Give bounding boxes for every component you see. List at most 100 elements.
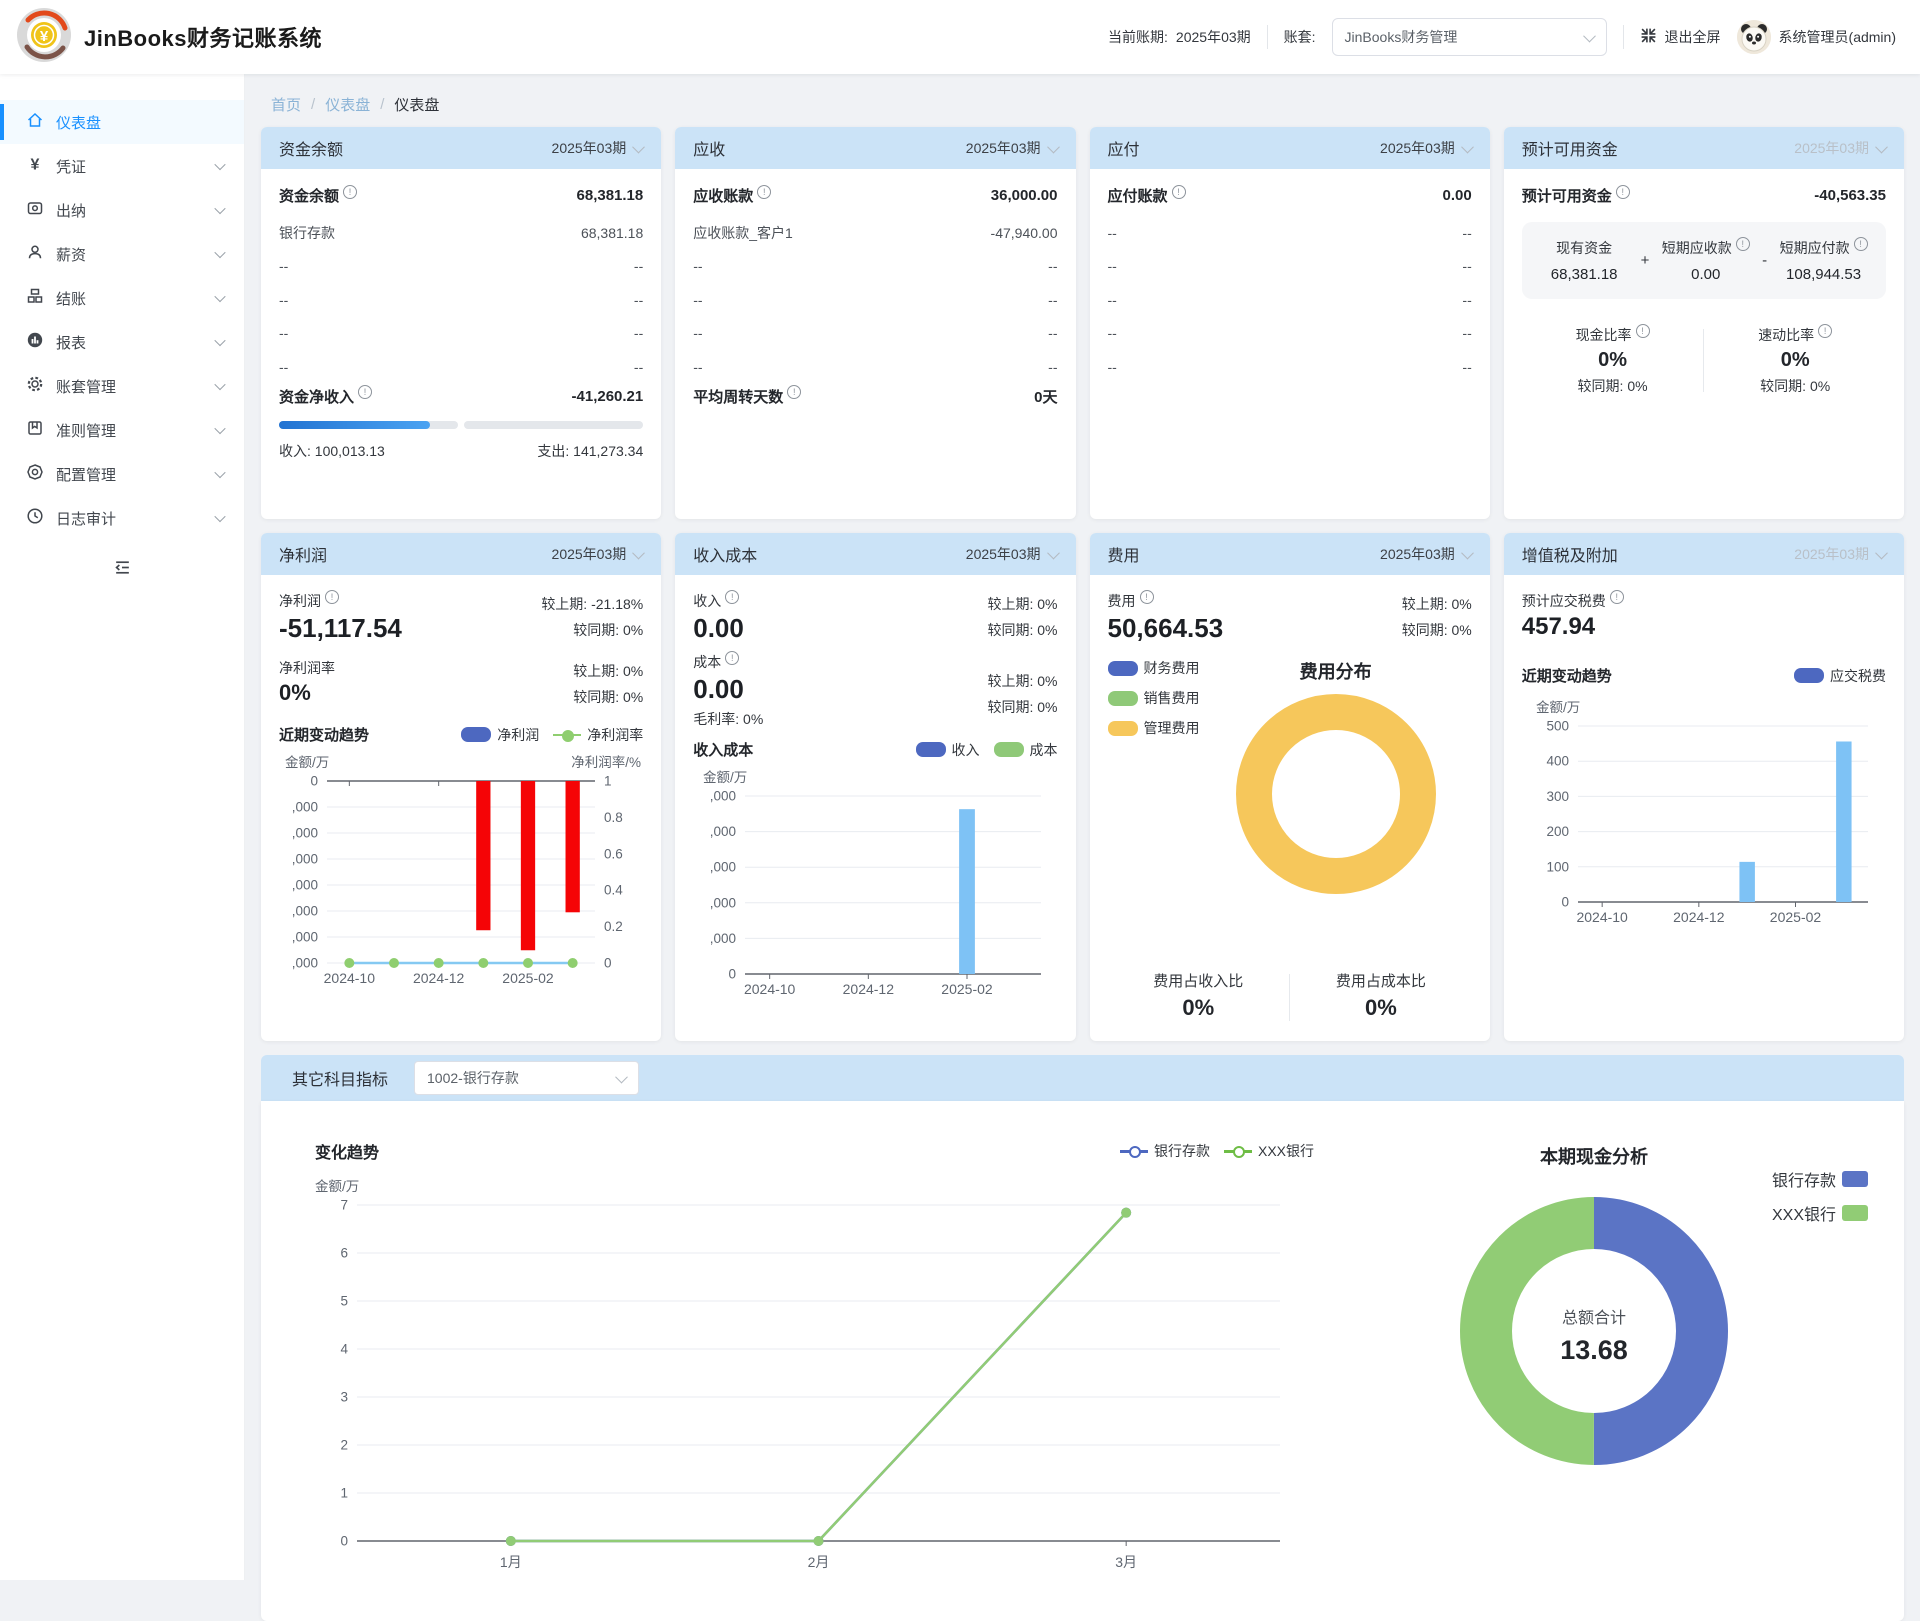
row-label: -- (279, 358, 289, 375)
row-label: -- (1107, 291, 1117, 308)
svg-text:5: 5 (340, 1294, 348, 1309)
legend-bank-deposit[interactable]: 银行存款 (1119, 1141, 1210, 1161)
svg-text:1月: 1月 (500, 1554, 522, 1570)
expense-cost-ratio: 费用占成本比 0% (1290, 970, 1472, 1025)
ratio-label: 现金比率 (1575, 327, 1632, 343)
svg-text:7: 7 (340, 1198, 348, 1213)
sidebar-item-account-set[interactable]: 账套管理 (0, 364, 244, 408)
legend-swatch (1794, 668, 1824, 683)
period-selector[interactable]: 2025年03期 (1794, 544, 1888, 564)
exit-fullscreen-button[interactable]: 退出全屏 (1640, 27, 1721, 47)
legend-swatch (1107, 720, 1138, 736)
breadcrumb-dashboard[interactable]: 仪表盘 (325, 97, 371, 114)
svg-text:,000: ,000 (292, 878, 318, 893)
account-set-value: JinBooks财务管理 (1344, 29, 1458, 45)
info-icon[interactable]: ! (1818, 324, 1833, 338)
svg-text:2024-12: 2024-12 (1673, 909, 1725, 925)
period-selector[interactable]: 2025年03期 (1380, 544, 1474, 564)
legend-label: 收入 (951, 741, 980, 758)
info-icon[interactable]: ! (787, 385, 802, 399)
legend-label: XXX银行 (1257, 1143, 1314, 1159)
period-selector[interactable]: 2025年03期 (966, 138, 1060, 158)
info-icon[interactable]: ! (1609, 590, 1624, 604)
legend-label: 应交税费 (1830, 667, 1886, 684)
collapse-sidebar-icon[interactable] (113, 558, 132, 582)
chevron-down-icon (1046, 546, 1060, 559)
info-icon[interactable]: ! (325, 590, 339, 604)
legend-xxx-bank[interactable]: XXX银行 (1223, 1141, 1314, 1161)
metric-label: 平均周转天数 (693, 388, 784, 406)
income-cost-card: 收入成本 2025年03期 收入! 0.00 较上期: 0% 较同期: 0% (675, 533, 1076, 1041)
svg-text:200: 200 (1546, 824, 1569, 839)
metric-label: 应收账款 (693, 188, 754, 205)
legend-net-profit-rate[interactable]: 净利润率 (553, 725, 643, 745)
info-icon[interactable]: ! (725, 651, 740, 665)
legend-sales-expense[interactable]: 销售费用 (1107, 688, 1200, 708)
legend-admin-expense[interactable]: 管理费用 (1107, 718, 1200, 738)
row-label: -- (693, 325, 703, 342)
svg-text:2025-02: 2025-02 (1770, 909, 1822, 925)
period-selector[interactable]: 2025年03期 (966, 544, 1060, 564)
donut-title: 费用分布 (1299, 662, 1372, 682)
legend-swatch (915, 742, 946, 757)
person-icon (26, 243, 44, 265)
formula-operator: + (1640, 252, 1650, 269)
period-selector[interactable]: 2025年03期 (1794, 138, 1888, 158)
sidebar-item-payroll[interactable]: 薪资 (0, 232, 244, 276)
info-icon[interactable]: ! (1635, 324, 1650, 338)
divider (1266, 25, 1268, 49)
account-set-select[interactable]: JinBooks财务管理 (1331, 18, 1607, 56)
info-icon[interactable]: ! (725, 590, 740, 604)
receivable-card: 应收 2025年03期 应收账款! 36,000.00 应收账款_客户1 -47,… (675, 127, 1076, 519)
info-icon[interactable]: ! (757, 184, 772, 199)
period-selector[interactable]: 2025年03期 (1380, 138, 1474, 158)
svg-text:400: 400 (1546, 754, 1569, 769)
exit-fullscreen-label: 退出全屏 (1664, 29, 1721, 45)
legend-income[interactable]: 收入 (915, 740, 980, 760)
sidebar-item-closing[interactable]: 结账 (0, 276, 244, 320)
legend-xxx-bank[interactable]: XXX银行 (1772, 1201, 1868, 1225)
info-icon[interactable]: ! (1139, 590, 1154, 604)
row-value: -- (633, 358, 644, 375)
sidebar-item-reports[interactable]: 报表 (0, 320, 244, 364)
period-value: 2025年03期 (1380, 546, 1455, 562)
info-icon[interactable]: ! (1615, 184, 1630, 199)
info-icon[interactable]: ! (358, 385, 373, 399)
user-menu[interactable]: 系统管理员(admin) (1736, 20, 1896, 54)
sidebar-item-label: 结账 (56, 290, 87, 308)
row-value: -- (1462, 224, 1472, 241)
sidebar-item-dashboard[interactable]: 仪表盘 (0, 100, 244, 144)
sidebar-item-audit-log[interactable]: 日志审计 (0, 496, 244, 540)
other-subjects-card: 变化趋势 银行存款 XXX银行 金额/万 7 6 5 4 3 2 1 0 1月 2月 3月 本期现金分… (261, 1101, 1904, 1621)
legend-bank-deposit[interactable]: 银行存款 (1772, 1167, 1868, 1191)
legend-swatch (1842, 1171, 1868, 1187)
period-value: 2025年03期 (1380, 140, 1455, 156)
sidebar-item-standards[interactable]: 准则管理 (0, 408, 244, 452)
legend-finance-expense[interactable]: 财务费用 (1107, 658, 1200, 678)
ratio-label: 费用占收入比 (1153, 973, 1244, 990)
metric-label: 预计应交税费 (1521, 593, 1606, 609)
info-icon[interactable]: ! (1735, 237, 1750, 251)
subject-select[interactable]: 1002-银行存款 (414, 1061, 640, 1095)
sidebar-item-label: 日志审计 (56, 510, 117, 528)
sidebar-item-config[interactable]: 配置管理 (0, 452, 244, 496)
sidebar-item-cashier[interactable]: 出纳 (0, 188, 244, 232)
info-icon[interactable]: ! (1171, 184, 1186, 199)
svg-text:总额合计: 总额合计 (1562, 1309, 1626, 1327)
legend-cost[interactable]: 成本 (993, 740, 1058, 760)
period-selector[interactable]: 2025年03期 (552, 544, 646, 564)
legend-tax-payable[interactable]: 应交税费 (1794, 666, 1886, 686)
info-icon[interactable]: ! (343, 184, 358, 199)
period-selector[interactable]: 2025年03期 (552, 138, 646, 158)
legend-line-marker (1223, 1146, 1252, 1158)
svg-text:2024-12: 2024-12 (413, 970, 465, 986)
sidebar-item-voucher[interactable]: ¥ 凭证 (0, 144, 244, 188)
legend-net-profit[interactable]: 净利润 (461, 725, 539, 745)
metric-value: 0.00 (693, 613, 744, 643)
subject-select-value: 1002-银行存款 (427, 1070, 519, 1086)
info-icon[interactable]: ! (1853, 237, 1868, 251)
card-title: 资金余额 (279, 142, 344, 159)
breadcrumb-home[interactable]: 首页 (271, 97, 302, 114)
legend-swatch (1107, 660, 1138, 676)
divider (1703, 329, 1705, 392)
